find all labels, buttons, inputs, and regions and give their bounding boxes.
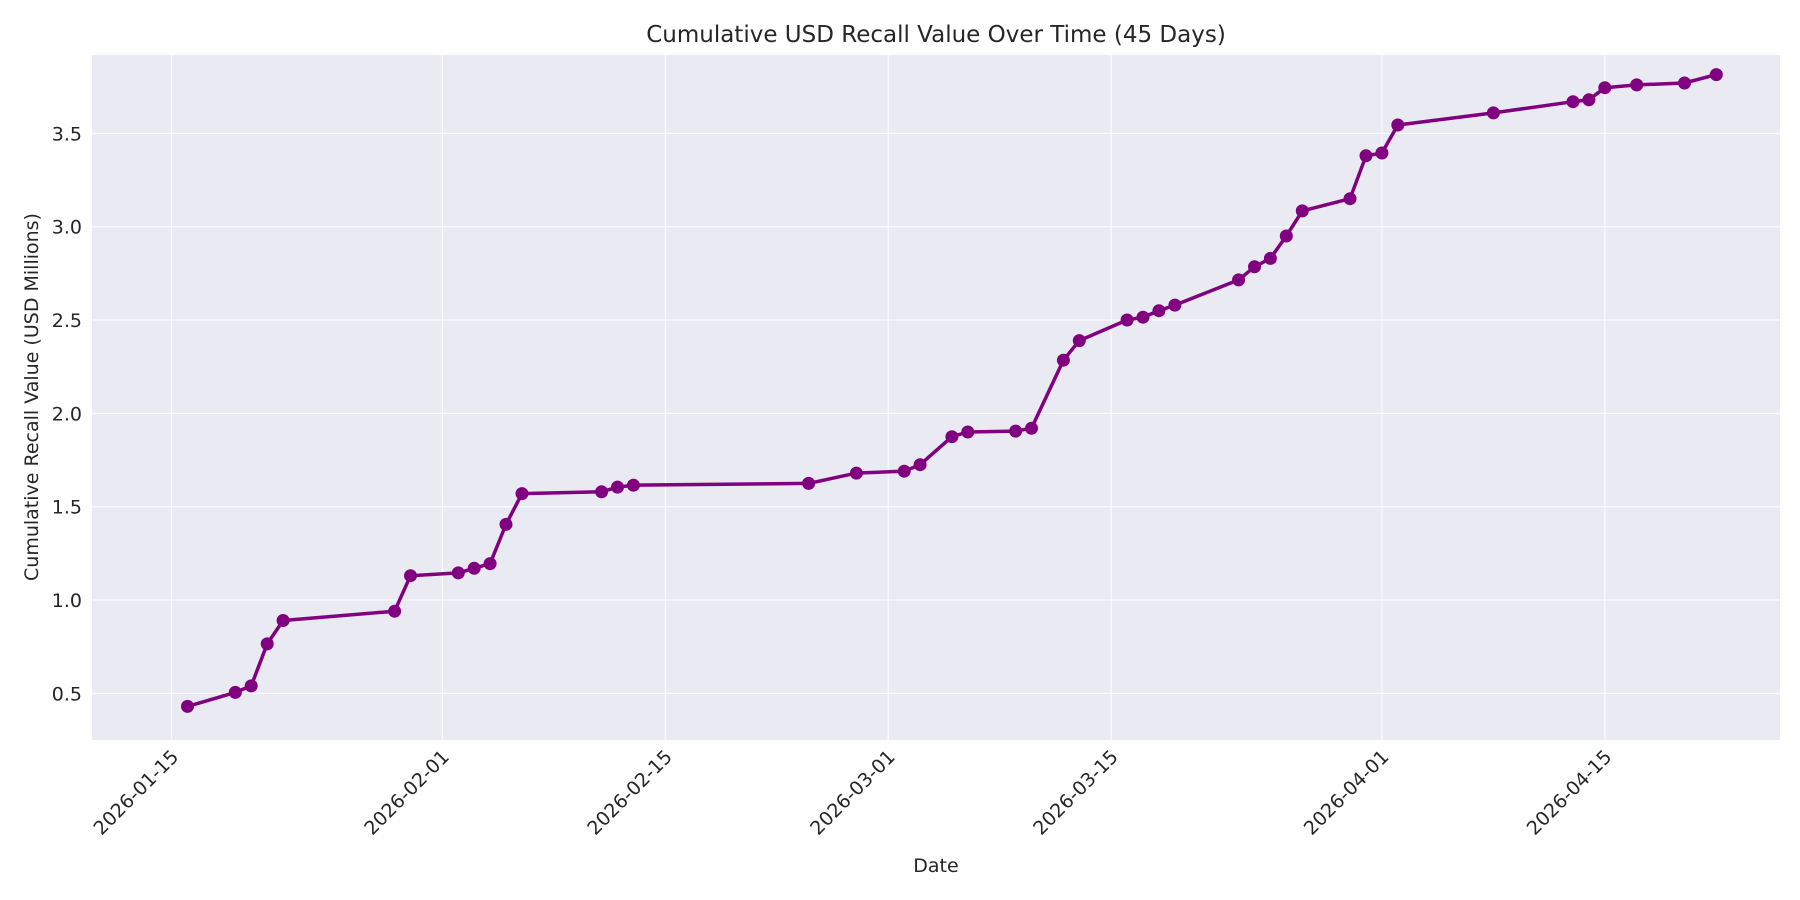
data-point	[1598, 81, 1612, 95]
data-point	[1009, 424, 1023, 438]
data-point	[802, 476, 816, 490]
y-tick-label: 2.0	[52, 403, 82, 425]
data-point	[228, 685, 242, 699]
data-point	[181, 699, 194, 713]
data-point	[626, 478, 640, 492]
data-point	[1168, 298, 1182, 312]
data-point	[897, 464, 911, 478]
data-point	[276, 614, 290, 627]
x-tick-label: 2026-04-01	[1300, 746, 1394, 840]
y-tick-labels: 0.5 1.0 1.5 2.0 2.5 3.0 3.5	[52, 123, 82, 705]
data-point	[1136, 310, 1150, 324]
data-point	[1295, 204, 1309, 218]
data-point	[260, 637, 274, 651]
chart-title: Cumulative USD Recall Value Over Time (4…	[646, 22, 1226, 48]
data-point	[849, 466, 863, 480]
plot-area	[92, 55, 1780, 740]
y-tick-label: 0.5	[52, 683, 82, 705]
data-point	[961, 425, 975, 439]
data-point	[1120, 313, 1134, 327]
data-point	[595, 485, 609, 499]
grid-lines	[92, 55, 1780, 740]
x-tick-label: 2026-02-15	[583, 746, 677, 840]
data-point	[1232, 273, 1246, 287]
x-axis-label: Date	[913, 855, 958, 877]
series-layer	[181, 68, 1723, 713]
data-point	[451, 566, 465, 580]
x-tick-labels: 2026-01-15 2026-02-01 2026-02-15 2026-03-01…	[90, 746, 1617, 840]
data-point	[1248, 260, 1261, 274]
data-point	[1152, 304, 1166, 318]
data-point	[1056, 353, 1070, 367]
x-tick-label: 2026-02-01	[360, 746, 454, 840]
data-point	[1072, 334, 1086, 348]
x-tick-label: 2026-01-15	[90, 746, 184, 840]
data-point	[1566, 95, 1580, 109]
data-point	[1359, 149, 1373, 163]
data-point	[945, 430, 959, 444]
y-tick-label: 3.0	[52, 217, 82, 239]
data-point	[1279, 229, 1293, 243]
data-point	[388, 604, 402, 618]
x-tick-label: 2026-04-15	[1523, 746, 1617, 840]
data-point	[1486, 106, 1500, 120]
data-point	[1025, 421, 1038, 435]
data-point	[1630, 78, 1644, 92]
data-point	[244, 679, 258, 693]
y-tick-label: 3.5	[52, 123, 82, 145]
data-point	[467, 561, 481, 575]
data-point	[515, 487, 529, 501]
y-tick-label: 2.5	[52, 310, 82, 332]
x-tick-label: 2026-03-01	[806, 746, 900, 840]
y-tick-label: 1.0	[52, 590, 82, 612]
y-tick-label: 1.5	[52, 497, 82, 519]
data-point	[404, 569, 417, 583]
data-point	[1709, 68, 1723, 82]
data-point	[611, 480, 624, 494]
data-point	[1391, 118, 1405, 132]
data-point	[483, 557, 497, 571]
data-point	[1263, 251, 1277, 265]
data-point	[499, 517, 513, 531]
data-point	[913, 458, 927, 472]
data-point	[1678, 76, 1691, 90]
data-point	[1375, 146, 1389, 160]
data-point	[1343, 192, 1357, 206]
data-point	[1582, 93, 1596, 107]
x-tick-label: 2026-03-15	[1029, 746, 1123, 840]
y-axis-label: Cumulative Recall Value (USD Millions)	[21, 213, 43, 581]
